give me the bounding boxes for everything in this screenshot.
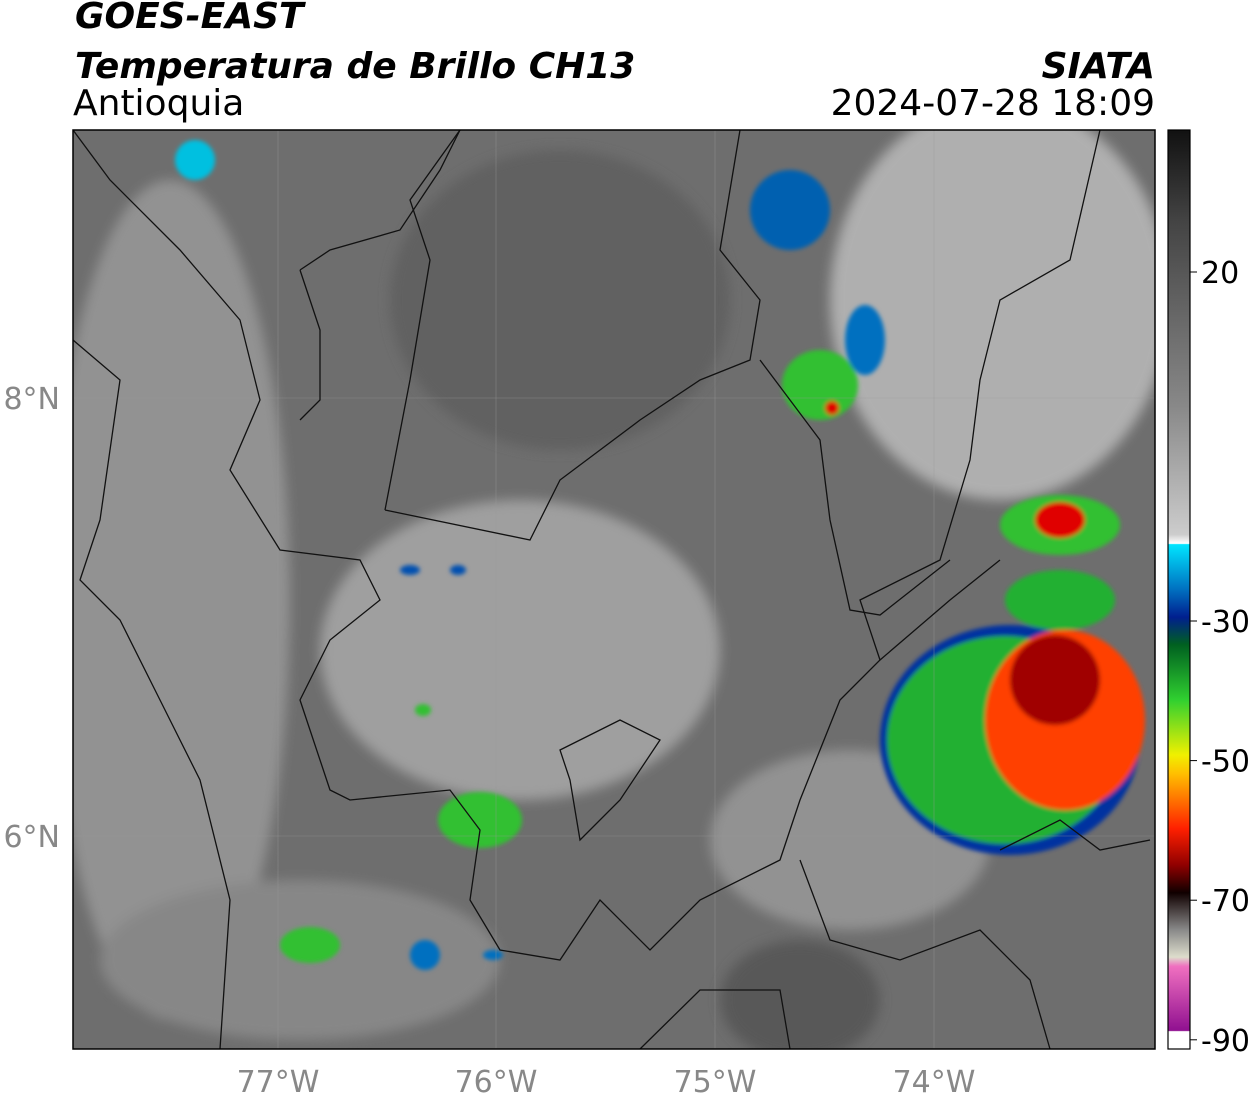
lon-label: 76°W <box>455 1065 538 1099</box>
datetime: 2024-07-28 18:09 <box>831 83 1155 124</box>
lon-label: 75°W <box>674 1065 757 1099</box>
region: Antioquia <box>73 83 244 124</box>
colorbar-tick-label: 20 <box>1201 256 1239 291</box>
lon-label: 77°W <box>237 1065 320 1099</box>
satellite: GOES-EAST <box>75 0 306 37</box>
source: SIATA <box>1042 46 1155 87</box>
colorbar-ticks: 20 -30 -50 -70 -90 <box>1190 256 1250 1059</box>
map-frame <box>72 129 1156 1050</box>
map-image <box>73 130 1155 1049</box>
colorbar-tick-label: -90 <box>1201 1024 1250 1059</box>
colorbar-tick-label: -70 <box>1201 884 1250 919</box>
colorbar <box>1167 129 1191 1050</box>
lon-label: 74°W <box>893 1065 976 1099</box>
product: Temperatura de Brillo CH13 <box>75 46 635 87</box>
lat-label: 8°N <box>3 382 60 417</box>
colorbar-tick-label: -30 <box>1201 605 1250 640</box>
colorbar-tick-label: -50 <box>1201 745 1250 780</box>
lat-label: 6°N <box>3 820 60 855</box>
